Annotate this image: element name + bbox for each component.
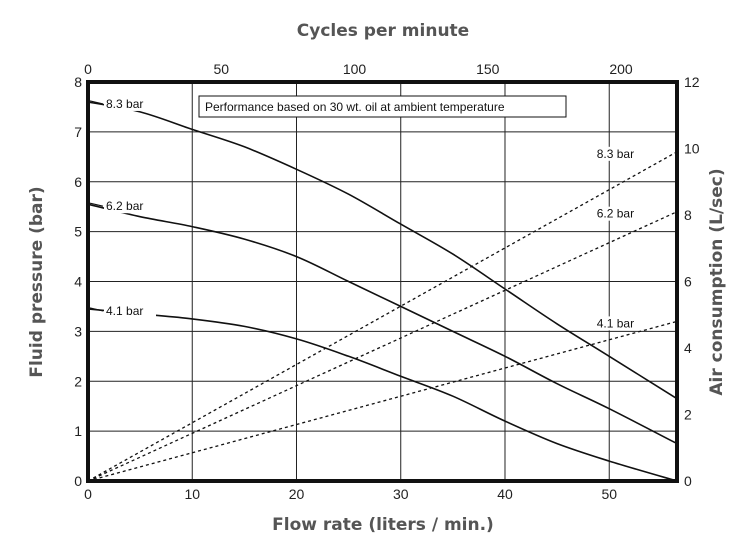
y-right-axis-title: Air consumption (L/sec): [707, 168, 727, 395]
air-consumption-line: [87, 151, 678, 482]
x-axis-title: Flow rate (liters / min.): [272, 515, 494, 535]
annotation-box: Performance based on 30 wt. oil at ambie…: [198, 95, 567, 118]
label-background: [593, 206, 642, 221]
x-tick-label: 20: [289, 486, 305, 502]
x-tick-label: 10: [184, 486, 200, 502]
label-background: [104, 96, 156, 111]
series-labels: 8.3 bar 6.2 bar 4.1 bar 8.3 bar 6.2 bar 4.1 b…: [89, 96, 642, 331]
y-left-tick-label: 3: [74, 323, 82, 339]
pressure-curve-label: 8.3 bar: [106, 97, 143, 111]
y-right-tick-label: 12: [684, 74, 700, 90]
label-background: [593, 316, 642, 331]
y-left-tick-label: 0: [74, 473, 82, 489]
air-consumption-line: [87, 320, 678, 482]
top-tick-label: 50: [213, 61, 229, 77]
x-tick-label: 40: [497, 486, 513, 502]
top-tick-label: 100: [343, 61, 367, 77]
y-left-tick-label: 7: [74, 124, 82, 140]
air-consumption-line: [87, 211, 678, 482]
fluid-pressure-curve: [87, 101, 678, 400]
y-left-tick-label: 4: [74, 274, 82, 290]
pressure-curve-label: 6.2 bar: [106, 199, 143, 213]
label-background: [104, 199, 156, 214]
y-right-tick-label: 2: [684, 407, 692, 423]
pressure-curve-label: 4.1 bar: [106, 304, 143, 318]
y-right-tick-label: 6: [684, 274, 692, 290]
annotation-text: Performance based on 30 wt. oil at ambie…: [205, 100, 505, 114]
y-left-tick-label: 5: [74, 224, 82, 240]
y-right-tick-label: 0: [684, 473, 692, 489]
y-right-tick-label: 8: [684, 207, 692, 223]
annotation-frame: [198, 95, 567, 118]
top-tick-label: 0: [84, 61, 92, 77]
y-left-tick-label: 2: [74, 373, 82, 389]
x-tick-label: 50: [601, 486, 617, 502]
y-left-tick-label: 1: [74, 423, 82, 439]
label-background: [104, 303, 156, 318]
y-left-axis-title: Fluid pressure (bar): [27, 186, 47, 377]
top-tick-label: 150: [476, 61, 500, 77]
top-tick-label: 200: [609, 61, 633, 77]
air-line-label: 6.2 bar: [597, 207, 634, 221]
air-line-label: 8.3 bar: [597, 147, 634, 161]
series-lines: [87, 101, 678, 482]
label-leader: [89, 100, 104, 105]
fluid-pressure-curve: [87, 203, 678, 445]
plot-frame: [86, 80, 679, 483]
label-leader: [89, 202, 104, 207]
top-axis-title: Cycles per minute: [297, 21, 469, 41]
fluid-pressure-curve: [87, 308, 678, 482]
label-background: [593, 146, 642, 161]
y-right-tick-label: 10: [684, 141, 700, 157]
x-tick-label: 0: [84, 486, 92, 502]
x-tick-label: 30: [393, 486, 409, 502]
label-leader: [89, 307, 104, 312]
grid: [88, 82, 677, 481]
air-line-label: 4.1 bar: [597, 316, 634, 330]
y-left-tick-label: 6: [74, 174, 82, 190]
y-right-tick-label: 4: [684, 340, 692, 356]
y-left-tick-label: 8: [74, 74, 82, 90]
